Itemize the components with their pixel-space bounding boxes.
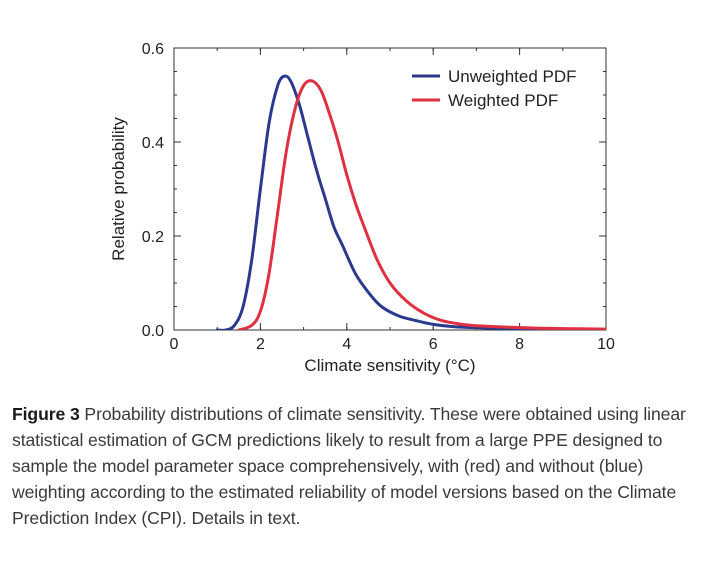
y-tick-label: 0.4: [142, 135, 164, 152]
figure-caption: Figure 3 Probability distributions of cl…: [12, 401, 712, 531]
y-tick-label: 0.6: [142, 41, 164, 58]
figure-caption-text: Probability distributions of climate sen…: [12, 404, 686, 528]
x-tick-label: 8: [515, 336, 524, 353]
chart: 0 2 4 6 8 10 0.0 0.2 0.4 0.6 Climate sensitivity (…: [109, 41, 615, 375]
y-tick-label: 0.2: [142, 229, 164, 246]
x-tick-label: 0: [170, 336, 179, 353]
x-axis-label: Climate sensitivity (°C): [304, 356, 475, 375]
y-axis-label: Relative probability: [109, 117, 128, 261]
legend-label: Weighted PDF: [448, 91, 558, 110]
x-tick-label: 10: [597, 336, 615, 353]
x-tick-label: 6: [429, 336, 438, 353]
x-tick-label: 4: [342, 336, 351, 353]
y-tick-label: 0.0: [142, 323, 164, 340]
legend-label: Unweighted PDF: [448, 67, 577, 86]
x-tick-label: 2: [256, 336, 265, 353]
figure-caption-label: Figure 3: [12, 404, 80, 424]
series-line-unweighted: [215, 74, 606, 330]
series-line-weighted: [237, 79, 606, 330]
plot-area: 0 2 4 6 8 10 0.0 0.2 0.4 0.6 Climate sensitivity (…: [109, 41, 615, 375]
